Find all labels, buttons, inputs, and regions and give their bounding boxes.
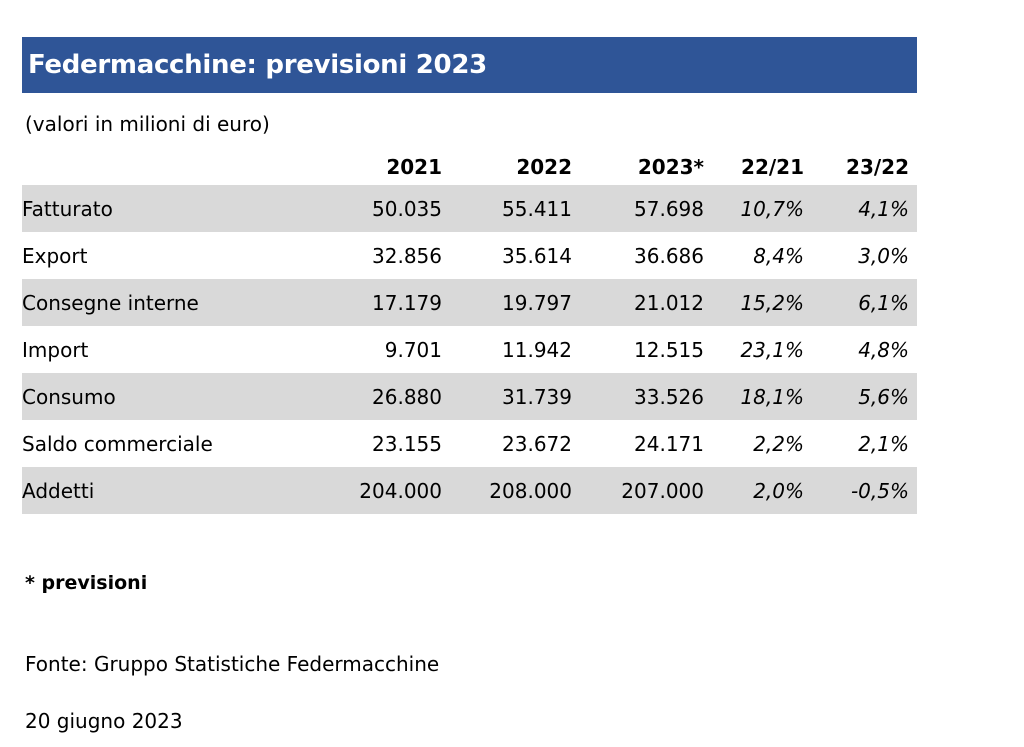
column-header: 22/21	[741, 154, 804, 179]
value-cell: 11.942	[502, 337, 572, 362]
table-row: Saldo commerciale 23.155 23.672 24.171 2,2% 2…	[22, 420, 917, 467]
percent-cell: 10,7%	[704, 185, 804, 232]
value-cell: 50.035	[342, 185, 442, 232]
units-subtitle: (valori in milioni di euro)	[25, 112, 270, 136]
percent-cell: 18,1%	[704, 373, 804, 420]
row-label: Import	[22, 337, 89, 362]
table-header: 2021 2022 2023* 22/21 23/22	[22, 150, 917, 185]
value-cell: 204.000	[342, 467, 442, 514]
forecast-table: 2021 2022 2023* 22/21 23/22 Fatturato 50.035 5…	[22, 150, 917, 514]
column-header: 2022	[516, 154, 572, 179]
percent-cell: 15,2%	[704, 279, 804, 326]
table-row: Import 9.701 11.942 12.515 23,1% 4,8%	[22, 326, 917, 373]
table-body: Fatturato 50.035 55.411 57.698 10,7% 4,1% Expo…	[22, 185, 917, 514]
row-label: Consegne interne	[22, 279, 342, 326]
value-cell: 207.000	[572, 467, 704, 514]
table-row: Addetti 204.000 208.000 207.000 2,0% -0,5%	[22, 467, 917, 514]
value-cell: 23.155	[372, 431, 442, 456]
value-cell: 31.739	[442, 373, 572, 420]
value-cell: 26.880	[342, 373, 442, 420]
table-row: Consegne interne 17.179 19.797 21.012 15,2% 6…	[22, 279, 917, 326]
percent-cell: 6,1%	[804, 279, 917, 326]
value-cell: 9.701	[384, 337, 442, 362]
value-cell: 57.698	[572, 185, 704, 232]
value-cell: 208.000	[442, 467, 572, 514]
value-cell: 17.179	[342, 279, 442, 326]
row-label: Fatturato	[22, 185, 342, 232]
value-cell: 32.856	[372, 243, 442, 268]
value-cell: 55.411	[442, 185, 572, 232]
value-cell: 33.526	[572, 373, 704, 420]
header-row: 2021 2022 2023* 22/21 23/22	[22, 150, 917, 185]
row-label: Saldo commerciale	[22, 431, 213, 456]
table-row: Export 32.856 35.614 36.686 8,4% 3,0%	[22, 232, 917, 279]
value-cell: 19.797	[442, 279, 572, 326]
value-cell: 21.012	[572, 279, 704, 326]
percent-cell: 2,0%	[704, 467, 804, 514]
value-cell: 12.515	[634, 337, 704, 362]
value-cell: 36.686	[634, 243, 704, 268]
percent-cell: 3,0%	[858, 243, 909, 268]
row-label: Consumo	[22, 373, 342, 420]
header-label-cell	[22, 150, 342, 185]
percent-cell: 4,8%	[858, 337, 909, 362]
percent-cell: -0,5%	[804, 467, 917, 514]
table-row: Fatturato 50.035 55.411 57.698 10,7% 4,1%	[22, 185, 917, 232]
column-header: 23/22	[846, 154, 909, 179]
source-text: Fonte: Gruppo Statistiche Federmacchine	[25, 652, 440, 676]
page-title: Federmacchine: previsioni 2023	[28, 50, 487, 80]
forecast-note: * previsioni	[25, 572, 148, 594]
table-row: Consumo 26.880 31.739 33.526 18,1% 5,6%	[22, 373, 917, 420]
row-label: Export	[22, 243, 88, 268]
percent-cell: 5,6%	[804, 373, 917, 420]
value-cell: 24.171	[634, 431, 704, 456]
percent-cell: 4,1%	[804, 185, 917, 232]
row-label: Addetti	[22, 467, 342, 514]
percent-cell: 2,1%	[858, 431, 909, 456]
column-header: 2023*	[637, 154, 704, 179]
percent-cell: 8,4%	[753, 243, 804, 268]
value-cell: 23.672	[502, 431, 572, 456]
column-header: 2021	[386, 154, 442, 179]
percent-cell: 23,1%	[740, 337, 804, 362]
percent-cell: 2,2%	[753, 431, 804, 456]
date-text: 20 giugno 2023	[25, 709, 183, 733]
value-cell: 35.614	[502, 243, 572, 268]
title-banner: Federmacchine: previsioni 2023	[22, 37, 917, 93]
